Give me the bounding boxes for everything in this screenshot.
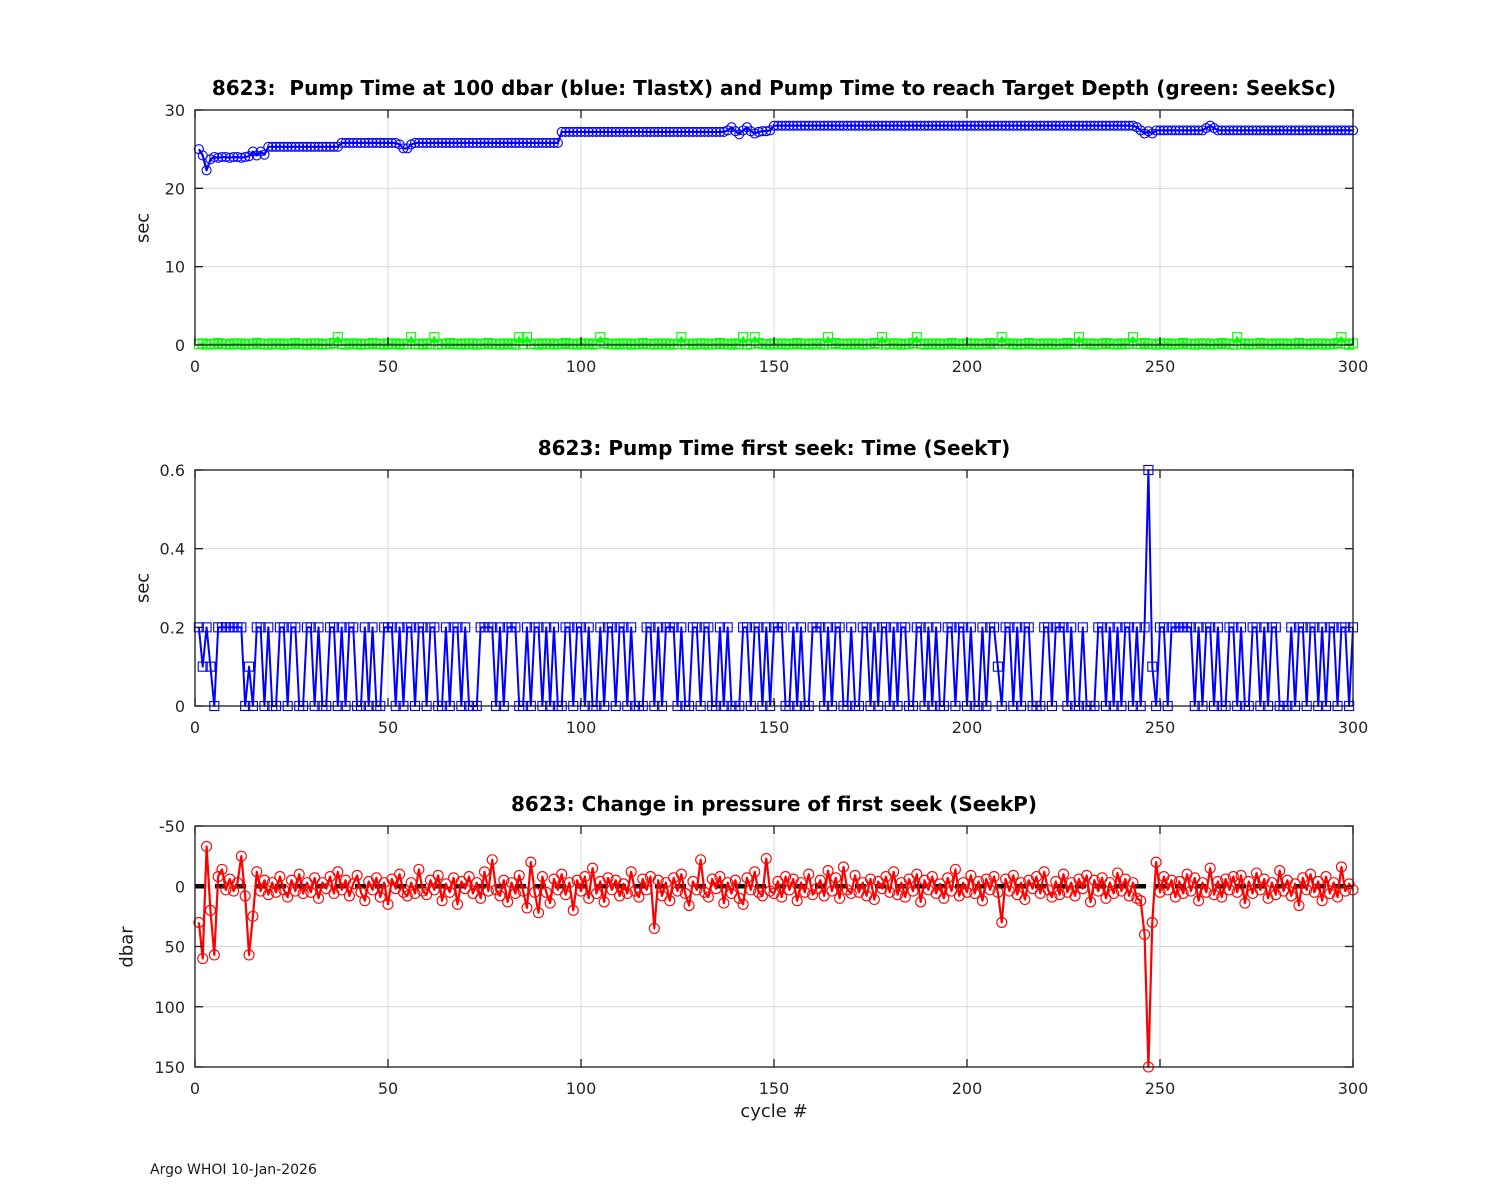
x-tick-label: 150 xyxy=(759,357,790,376)
x-tick-label: 100 xyxy=(566,718,597,737)
x-tick-label: 0 xyxy=(190,1079,200,1098)
series-line-SeekP xyxy=(197,845,1354,1069)
y-tick-label: 0.4 xyxy=(160,540,185,559)
y-tick-label: 0 xyxy=(175,697,185,716)
plot3-xlabel: cycle # xyxy=(740,1101,808,1122)
x-tick-label: 150 xyxy=(759,718,790,737)
y-tick-label: 0 xyxy=(175,336,185,355)
y-tick-label: 100 xyxy=(154,998,185,1017)
x-tick-label: 200 xyxy=(952,1079,983,1098)
plot3-title: 8623: Change in pressure of first seek (… xyxy=(511,792,1037,816)
y-tick-label: 30 xyxy=(165,101,185,120)
series-markers-TlastX xyxy=(193,120,1359,176)
x-tick-label: 50 xyxy=(378,1079,398,1098)
x-tick-label: 0 xyxy=(190,357,200,376)
y-tick-label: 20 xyxy=(165,179,185,198)
y-tick-label: 0 xyxy=(175,877,185,896)
x-tick-label: 0 xyxy=(190,718,200,737)
plot-3: 0 50 100 150 200 250 300 -50 0 50 100 150 xyxy=(154,817,1368,1098)
figure-footer: Argo WHOI 10-Jan-2026 xyxy=(150,1162,317,1178)
x-tick-label: 100 xyxy=(566,357,597,376)
x-tick-label: 250 xyxy=(1145,1079,1176,1098)
x-tick-label: 100 xyxy=(566,1079,597,1098)
x-tick-label: 50 xyxy=(378,357,398,376)
x-tick-label: 150 xyxy=(759,1079,790,1098)
x-tick-label: 50 xyxy=(378,718,398,737)
y-tick-label: 10 xyxy=(165,258,185,277)
y-tick-label: 0.6 xyxy=(160,461,185,480)
y-tick-label: 150 xyxy=(154,1058,185,1077)
series-markers-SeekSc xyxy=(193,332,1359,350)
y-tick-label: 50 xyxy=(165,938,185,957)
plot1-title: 8623: Pump Time at 100 dbar (blue: Tlast… xyxy=(211,76,1337,100)
x-tick-label: 300 xyxy=(1338,357,1369,376)
plot-1: 0 50 100 150 200 250 300 0 10 20 30 xyxy=(165,101,1369,376)
plot2-title: 8623: Pump Time first seek: Time (SeekT) xyxy=(537,436,1011,460)
x-tick-label: 200 xyxy=(952,718,983,737)
y-tick-label: -50 xyxy=(159,817,185,836)
series-line-SeekT xyxy=(197,469,1354,707)
x-tick-label: 250 xyxy=(1145,718,1176,737)
x-tick-label: 300 xyxy=(1338,1079,1369,1098)
x-tick-label: 200 xyxy=(952,357,983,376)
plot-2: 0 50 100 150 200 250 300 0 0.2 0.4 0.6 xyxy=(160,461,1369,737)
x-tick-label: 300 xyxy=(1338,718,1369,737)
series-markers-SeekP xyxy=(193,840,1359,1073)
series-markers-SeekT xyxy=(193,464,1359,712)
x-tick-label: 250 xyxy=(1145,357,1176,376)
y-tick-label: 0.2 xyxy=(160,618,185,637)
